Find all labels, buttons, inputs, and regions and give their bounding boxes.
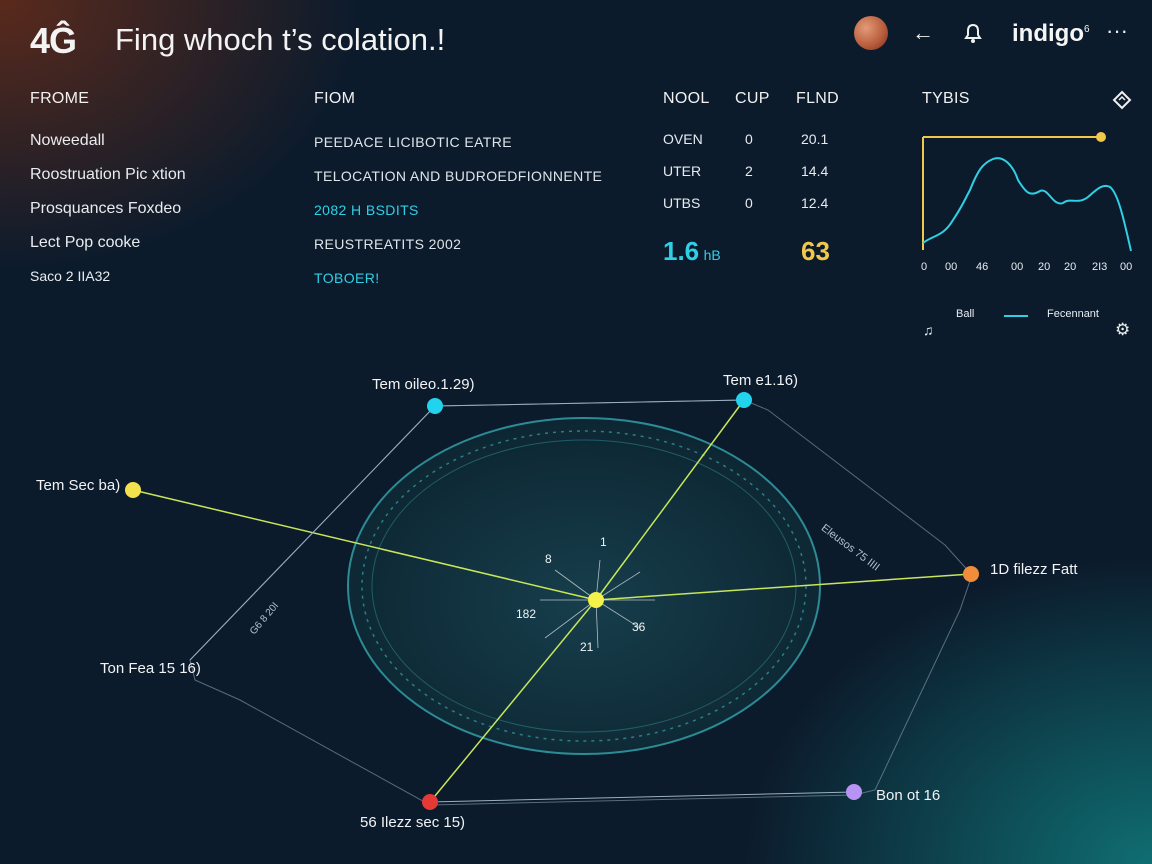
music-note-icon[interactable]: ♫ bbox=[923, 322, 934, 338]
hub-starburst bbox=[540, 559, 655, 649]
col-cup: CUP bbox=[735, 90, 770, 107]
tick-label: 20 bbox=[1038, 261, 1051, 273]
bell-svg bbox=[964, 23, 982, 43]
node-label: Bon ot 16 bbox=[876, 787, 941, 804]
detail-item-accent[interactable]: 2082 H BSDITS bbox=[314, 202, 419, 218]
col-tybis: TYBIS bbox=[922, 90, 970, 107]
diamond-svg bbox=[1112, 90, 1132, 110]
list-item[interactable]: Saco 2 IIA32 bbox=[30, 268, 111, 284]
hub-label: 36 bbox=[632, 620, 646, 634]
tick-label: 0 bbox=[921, 261, 928, 273]
node-label: Ton Fea 15 16) bbox=[100, 660, 201, 677]
col-frome: FROME bbox=[30, 90, 90, 107]
node-tem-oileo[interactable] bbox=[427, 398, 443, 414]
node-label: 1D filezz Fatt bbox=[990, 561, 1078, 578]
legend-swatch bbox=[1004, 315, 1028, 317]
big-stat-value: 1.6 bbox=[663, 236, 700, 266]
link-line bbox=[132, 489, 597, 601]
gear-icon[interactable]: ⚙ bbox=[1115, 320, 1131, 339]
tick-label: 2I3 bbox=[1092, 261, 1108, 273]
metric-cup: 2 bbox=[745, 163, 753, 179]
node-bon-ot[interactable] bbox=[846, 784, 862, 800]
legend-fecennant: Fecennant bbox=[1047, 308, 1099, 320]
hub-label: 21 bbox=[580, 640, 594, 654]
bell-icon[interactable] bbox=[963, 22, 983, 49]
list-item[interactable]: Noweedall bbox=[30, 132, 105, 149]
tick-label: 00 bbox=[1011, 261, 1024, 273]
link-line bbox=[434, 399, 745, 407]
node-label: Tem e1.16) bbox=[723, 372, 799, 389]
metric-cup: 0 bbox=[745, 195, 753, 211]
big-stat-unit: hB bbox=[703, 247, 721, 263]
sparkline-marker bbox=[1096, 132, 1106, 142]
avatar[interactable] bbox=[854, 16, 888, 50]
diamond-icon[interactable] bbox=[1112, 90, 1132, 115]
link-line bbox=[595, 399, 745, 601]
node-filezz-fatt[interactable] bbox=[963, 566, 979, 582]
metric-name: UTER bbox=[663, 163, 702, 179]
detail-item: PEEDACE LICIBOTIC EATRE bbox=[314, 134, 512, 150]
tick-label: 00 bbox=[945, 261, 958, 273]
hub-label: 1 bbox=[600, 535, 607, 549]
sparkline-line bbox=[922, 157, 1132, 252]
link-line bbox=[595, 573, 972, 601]
brand-name: indigo6 bbox=[1012, 20, 1090, 47]
hub-disc bbox=[347, 417, 821, 755]
metric-flnd: 14.4 bbox=[801, 163, 829, 179]
list-item[interactable]: Roostruation Pic xtion bbox=[30, 166, 186, 183]
app-logo: 4Ĝ bbox=[30, 20, 77, 61]
detail-item: TELOCATION AND BUDROEDFIONNENTE bbox=[314, 168, 603, 184]
node-label: Tem oileo.1.29) bbox=[372, 376, 475, 393]
node-tem-e1[interactable] bbox=[736, 392, 752, 408]
col-nool: NOOL bbox=[663, 90, 710, 107]
detail-item: REUSTREATITS 2002 bbox=[314, 236, 462, 252]
node-label: 56 Ilezz sec 15) bbox=[360, 814, 466, 831]
col-fiom: FIOM bbox=[314, 90, 356, 107]
metric-flnd: 20.1 bbox=[801, 131, 829, 147]
link-line bbox=[189, 405, 436, 661]
node-ilezz-sec[interactable] bbox=[422, 794, 438, 810]
node-label: Tem Sec ba) bbox=[36, 477, 121, 494]
big-stat-left: 1.6 hB bbox=[663, 236, 721, 267]
link-line bbox=[429, 599, 597, 803]
node-tem-sec[interactable] bbox=[125, 482, 141, 498]
page-title: Fing whoch t’s colation.! bbox=[115, 22, 446, 57]
legend-ball: Ball bbox=[956, 308, 975, 320]
more-icon[interactable]: ··· bbox=[1106, 18, 1128, 43]
back-arrow-icon[interactable]: ← bbox=[912, 20, 934, 45]
list-item[interactable]: Lect Pop cooke bbox=[30, 234, 141, 251]
tick-label: 00 bbox=[1120, 261, 1133, 273]
metric-name: UTBS bbox=[663, 195, 701, 211]
sparkline-ticks: 0 00 46 00 20 20 2I3 00 bbox=[918, 261, 1138, 275]
list-item[interactable]: Prosquances Foxdeo bbox=[30, 200, 182, 217]
link-line bbox=[429, 791, 855, 803]
metric-name: OVEN bbox=[663, 131, 703, 147]
hub-label: 8 bbox=[545, 552, 552, 566]
col-flnd: FLND bbox=[796, 90, 839, 107]
sparkline-chart bbox=[922, 132, 1132, 252]
tick-label: 20 bbox=[1064, 261, 1077, 273]
network-frame bbox=[189, 399, 973, 806]
hub-label: 182 bbox=[516, 607, 537, 621]
tick-label: 46 bbox=[976, 261, 989, 273]
detail-item-accent[interactable]: TOBOER! bbox=[314, 270, 380, 286]
metric-flnd: 12.4 bbox=[801, 195, 829, 211]
hub-node[interactable] bbox=[588, 592, 604, 608]
metric-cup: 0 bbox=[745, 131, 753, 147]
big-stat-right: 63 bbox=[801, 236, 830, 266]
